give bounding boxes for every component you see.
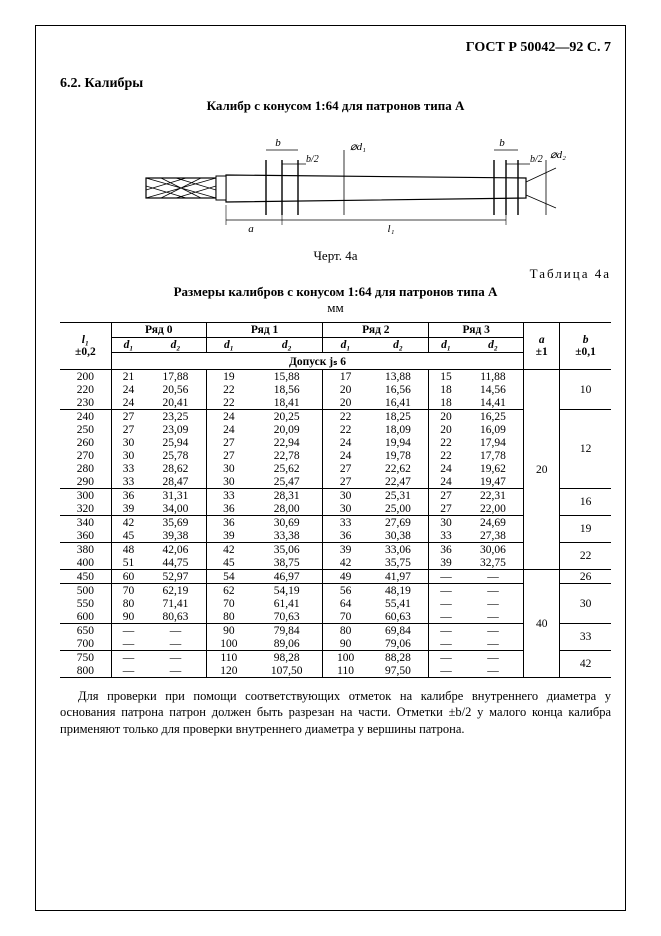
page-border	[35, 25, 626, 911]
